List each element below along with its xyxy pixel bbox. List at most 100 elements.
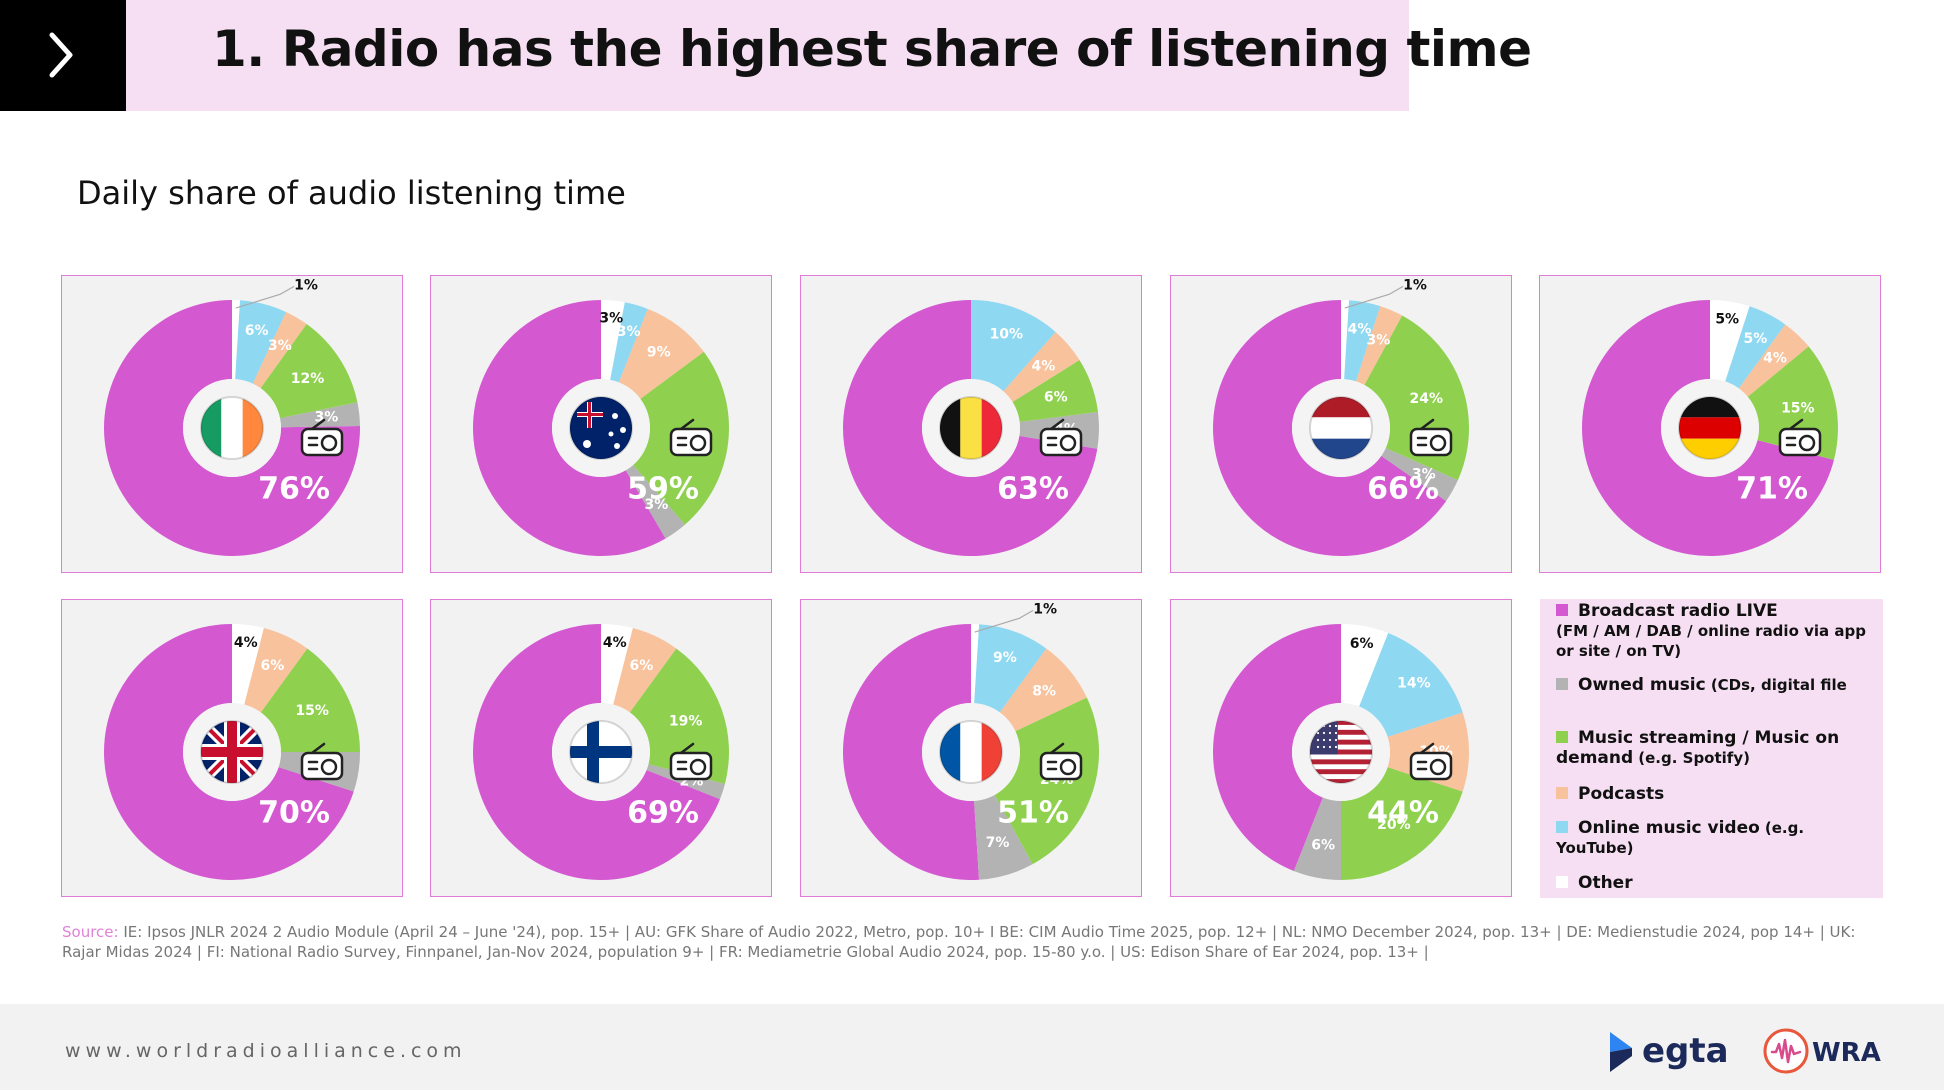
legend-swatch bbox=[1556, 875, 1568, 888]
pie-slice-owned-music bbox=[974, 794, 1033, 880]
pie-slice-owned-music bbox=[646, 764, 725, 800]
footer-url[interactable]: www.worldradioalliance.com bbox=[65, 1040, 467, 1062]
nav-arrow-button[interactable] bbox=[0, 0, 126, 111]
pie-panel-fi: 69% 2% 19% 6% 4% bbox=[430, 599, 772, 897]
pie-slice-other bbox=[1710, 300, 1750, 382]
legend-note: (FM / AM / DAB / online radio via app or… bbox=[1556, 622, 1866, 660]
egta-logo-text: egta bbox=[1642, 1031, 1729, 1071]
slice-label-main: 63% bbox=[997, 472, 1069, 507]
pie-slice-streaming bbox=[1012, 360, 1098, 422]
pie-slice-podcasts bbox=[252, 311, 307, 389]
pie-panel-au: 59%3%24%9%3%3% bbox=[430, 275, 772, 573]
legend-note: (e.g. Spotify) bbox=[1638, 749, 1750, 767]
donut-chart: 70%5%15%6%4% bbox=[104, 624, 360, 880]
chart-subtitle: Daily share of audio listening time bbox=[77, 174, 626, 212]
pie-slice-broadcast-radio bbox=[843, 624, 980, 880]
radio-icon bbox=[669, 742, 713, 781]
pie-slice-online-video bbox=[1359, 632, 1463, 737]
chevron-right-icon bbox=[49, 32, 73, 78]
slice-label: 24% bbox=[1409, 391, 1443, 407]
australia-flag-icon bbox=[569, 396, 633, 460]
donut-chart: 51%7%24%8%9%1% bbox=[843, 601, 1099, 880]
netherlands-flag-icon bbox=[1309, 396, 1373, 460]
pie-panel-uk: 70%5%15%6%4% bbox=[61, 599, 403, 897]
slice-label: 9% bbox=[993, 650, 1017, 666]
leader-line bbox=[1344, 285, 1404, 309]
pie-slice-other bbox=[1341, 624, 1389, 707]
pie-slice-online-video bbox=[235, 300, 286, 384]
legend-note: (CDs, digital file bbox=[1710, 676, 1847, 694]
slice-label: 15% bbox=[295, 703, 329, 719]
slice-label: 4% bbox=[1763, 351, 1787, 367]
slice-label-main: 66% bbox=[1367, 472, 1439, 507]
slice-label: 14% bbox=[1397, 676, 1431, 692]
slice-label-main: 44% bbox=[1367, 796, 1439, 831]
slice-label: 1% bbox=[1033, 601, 1057, 617]
legend-note: (e.g. YouTube) bbox=[1556, 819, 1805, 857]
source-note: Source: IE: Ipsos JNLR 2024 2 Audio Modu… bbox=[62, 922, 1882, 962]
pie-slice-online-video bbox=[971, 300, 1056, 392]
pie-slice-broadcast-radio bbox=[1213, 300, 1447, 556]
slice-label: 3% bbox=[599, 310, 623, 326]
page-title: 1. Radio has the highest share of listen… bbox=[212, 20, 1532, 78]
legend-item-other: Other bbox=[1556, 873, 1876, 893]
donut-chart: 71% 15% 4% 5% 5% bbox=[1582, 300, 1838, 556]
slice-label: 6% bbox=[1044, 390, 1068, 406]
radio-icon bbox=[1409, 418, 1453, 457]
legend-label: Music streaming / Music on demand bbox=[1556, 728, 1840, 768]
pie-panel-fr: 51%7%24%8%9%1% bbox=[800, 599, 1142, 897]
slice-label: 19% bbox=[669, 714, 703, 730]
pie-slice-broadcast-radio bbox=[104, 624, 354, 880]
slice-label: 6% bbox=[245, 323, 269, 339]
egta-logo: egta bbox=[1610, 1031, 1729, 1072]
pie-slice-podcasts bbox=[999, 648, 1087, 732]
pie-panel-us: 44%6%20%10%14%6% bbox=[1170, 599, 1512, 897]
slice-label: 9% bbox=[647, 345, 671, 361]
slice-label: 3% bbox=[617, 324, 641, 340]
source-label: Source: bbox=[62, 923, 119, 941]
slice-label-main: 71% bbox=[1736, 472, 1808, 507]
slice-label: 4% bbox=[1348, 322, 1372, 338]
slice-label: 4% bbox=[234, 635, 258, 651]
belgium-flag-icon bbox=[939, 396, 1003, 460]
pie-slice-broadcast-radio bbox=[472, 624, 721, 880]
pie-slice-streaming bbox=[260, 648, 360, 752]
header-band bbox=[126, 0, 1409, 111]
legend-label: Broadcast radio LIVE bbox=[1578, 601, 1778, 621]
ireland-flag-icon bbox=[200, 396, 264, 460]
slice-label: 6% bbox=[1350, 636, 1374, 652]
legend-swatch bbox=[1556, 730, 1568, 743]
radio-icon bbox=[669, 418, 713, 457]
slice-label: 20% bbox=[1377, 817, 1411, 833]
pie-slice-owned-music bbox=[280, 402, 360, 428]
radio-icon bbox=[300, 418, 344, 457]
pie-slice-broadcast-radio bbox=[1213, 624, 1341, 872]
slice-label: 3% bbox=[1366, 333, 1390, 349]
slice-label: 8% bbox=[1032, 683, 1056, 699]
pie-slice-owned-music bbox=[625, 464, 685, 539]
usa-flag-icon bbox=[1309, 720, 1373, 784]
legend-swatch bbox=[1556, 677, 1568, 690]
pie-slice-online-video bbox=[1725, 306, 1786, 389]
donut-chart: 66%3%24%3%4%1% bbox=[1213, 277, 1469, 556]
pie-panel-be: 63%4%6%4%10% bbox=[800, 275, 1142, 573]
legend-label: Online music video bbox=[1578, 818, 1760, 838]
donut-chart: 44%6%20%10%14%6% bbox=[1213, 624, 1469, 880]
pie-slice-other bbox=[232, 300, 240, 380]
leader-line bbox=[974, 609, 1034, 633]
pie-slice-online-video bbox=[610, 302, 648, 383]
slice-label: 3% bbox=[268, 338, 292, 354]
chart-legend: Broadcast radio LIVE (FM / AM / DAB / onl… bbox=[1540, 599, 1883, 898]
slice-label: 15% bbox=[1781, 400, 1815, 416]
slice-label: 3% bbox=[644, 497, 668, 513]
radio-icon bbox=[300, 742, 344, 781]
slice-label: 1% bbox=[1403, 277, 1427, 293]
legend-item-streaming: Music streaming / Music on demand (e.g. … bbox=[1556, 728, 1876, 768]
pie-slice-broadcast-radio bbox=[473, 300, 666, 556]
wra-logo-text: WRA bbox=[1812, 1038, 1881, 1068]
donut-chart: 63%4%6%4%10% bbox=[843, 300, 1099, 556]
slice-label: 5% bbox=[1715, 311, 1739, 327]
legend-item-owned-music: Owned music (CDs, digital file bbox=[1556, 675, 1876, 695]
pie-slice-podcasts bbox=[1355, 306, 1403, 385]
slice-label-main: 69% bbox=[627, 796, 699, 831]
